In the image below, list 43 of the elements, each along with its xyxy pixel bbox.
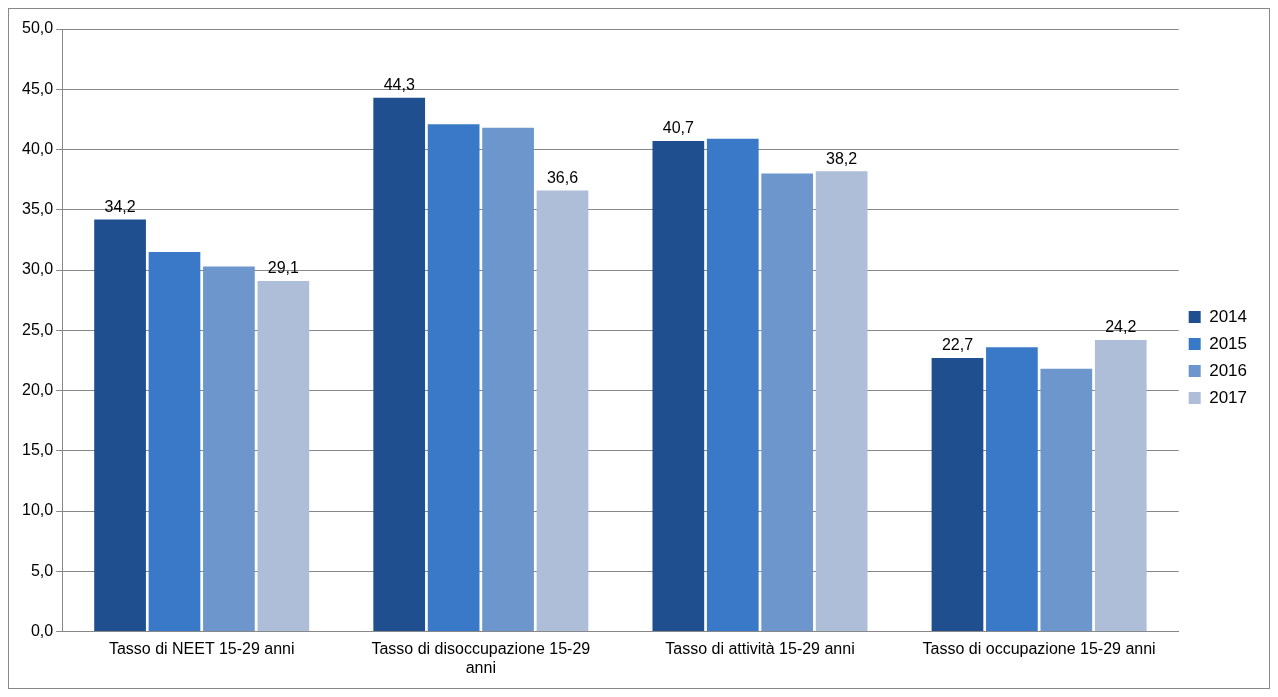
bar [536,190,589,632]
data-label: 36,6 [546,168,579,186]
bar [815,171,868,632]
y-tick-label: 30,0 [22,260,54,278]
x-tick-label: Tasso di disoccupazione 15-29 anni [371,639,591,676]
bar [761,173,814,632]
data-label: 40,7 [662,119,694,137]
bar [1040,368,1093,632]
y-tick-label: 50,0 [22,19,54,37]
bar [257,280,310,632]
bar [931,358,984,632]
bar [482,127,534,632]
data-label: 38,2 [826,149,858,167]
data-label: 29,1 [267,259,300,277]
x-tick-label: Tasso di NEET 15-29 anni [108,639,295,657]
y-tick-label: 0,0 [30,622,54,640]
y-tick-label: 5,0 [30,561,54,579]
bar [94,219,146,632]
bar [148,251,201,632]
legend-label: 2015 [1209,333,1248,353]
data-label: 44,3 [383,76,415,94]
data-label: 24,2 [1105,318,1137,336]
bar [652,141,705,632]
x-tick-label: Tasso di occupazione 15-29 anni [922,639,1156,657]
y-tick-label: 35,0 [22,200,54,218]
bar [373,97,426,632]
y-tick-label: 15,0 [22,441,54,459]
y-tick-label: 40,0 [22,139,54,157]
y-tick-label: 25,0 [22,320,54,338]
legend-label: 2014 [1209,306,1248,326]
legend-label: 2016 [1209,360,1248,380]
bar [986,347,1038,632]
data-label: 22,7 [941,336,974,354]
y-tick-label: 45,0 [22,79,54,97]
data-label: 34,2 [104,197,136,215]
bar [706,138,759,632]
y-tick-label: 20,0 [22,380,54,398]
bar [1094,339,1147,632]
bar [203,266,255,632]
bar [427,124,480,632]
x-tick-label: Tasso di attività 15-29 anni [665,639,855,657]
y-tick-label: 10,0 [22,501,54,519]
legend-label: 2017 [1209,387,1248,407]
